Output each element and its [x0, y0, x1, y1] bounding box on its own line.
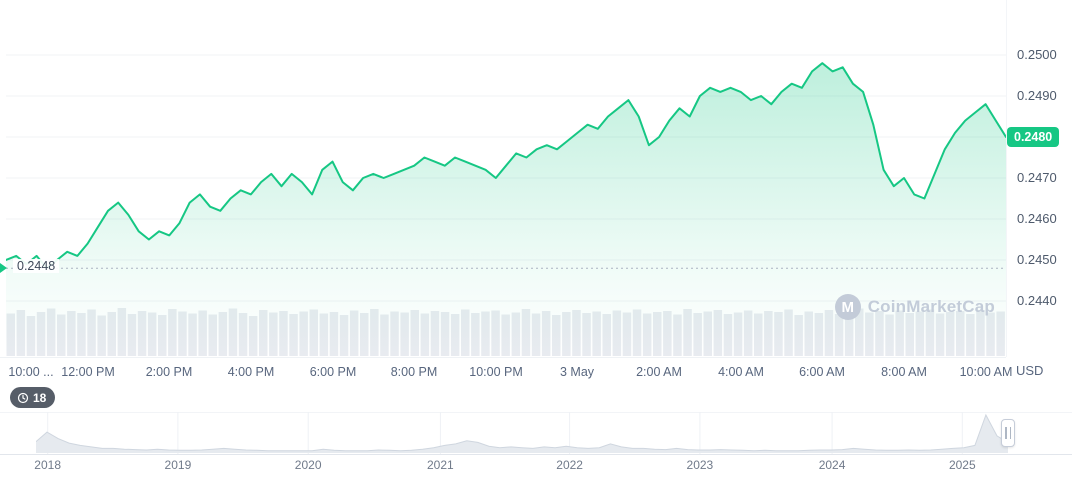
- clock-history-icon: [17, 392, 29, 403]
- y-axis-label: 0.2450: [1017, 252, 1057, 267]
- price-line: [6, 62, 1006, 270]
- navigator-year-label: 2019: [164, 458, 192, 472]
- navigator-years: 2018 2019 2020 2021 2022 2023 2024 2025: [34, 458, 1008, 474]
- x-axis-label: 10:00 AM: [959, 365, 1013, 379]
- price-area: [6, 63, 1006, 356]
- x-axis-label: 4:00 PM: [227, 365, 275, 379]
- y-axis-label: 0.2500: [1017, 47, 1057, 62]
- x-axis-label: 8:00 PM: [390, 365, 438, 379]
- navigator-handle[interactable]: [1001, 419, 1015, 447]
- y-axis-label: 0.2490: [1017, 88, 1057, 103]
- history-badge[interactable]: 18: [10, 387, 56, 408]
- x-axis-label: 3 May: [559, 365, 595, 379]
- navigator-svg[interactable]: [36, 412, 1008, 454]
- open-price-label: 0.2448: [13, 259, 60, 274]
- navigator-year-label: 2024: [818, 458, 846, 472]
- x-axis-line: [0, 357, 1006, 358]
- currency-unit-label: USD: [1016, 363, 1044, 378]
- x-axis-label: 2:00 PM: [145, 365, 193, 379]
- navigator-year-label: 2021: [426, 458, 454, 472]
- watermark-text: CoinMarketCap: [867, 297, 995, 316]
- navigator-outline: [36, 413, 1008, 452]
- navigator-year-label: 2018: [34, 458, 62, 472]
- x-axis-label: 10:00 ...: [8, 365, 54, 379]
- y-axis-label: 0.2440: [1017, 293, 1057, 308]
- navigator-year-label: 2022: [556, 458, 583, 472]
- x-axis-label: 4:00 AM: [718, 365, 764, 379]
- x-axis-label: 2:00 AM: [636, 365, 682, 379]
- series-start-marker: [0, 263, 7, 274]
- x-axis: 10:00 ... 12:00 PM 2:00 PM 4:00 PM 6:00 PM 8:…: [6, 357, 1012, 385]
- price-chart-svg[interactable]: [6, 0, 1006, 357]
- y-axis-label: 0.2470: [1017, 170, 1057, 185]
- x-axis-label: 12:00 PM: [61, 365, 115, 379]
- chart-plot-area[interactable]: [6, 0, 1006, 357]
- y-axis-label: 0.2460: [1017, 211, 1057, 226]
- logo-letter: M: [841, 298, 854, 316]
- x-axis-label: 8:00 AM: [881, 365, 927, 379]
- x-axis-label: 10:00 PM: [469, 365, 523, 379]
- x-axis-label: 6:00 AM: [799, 365, 845, 379]
- range-navigator[interactable]: [0, 412, 1072, 455]
- x-axis-label: 6:00 PM: [309, 365, 357, 379]
- coinmarketcap-watermark: M CoinMarketCap: [834, 294, 995, 320]
- coinmarketcap-logo-icon: M: [834, 294, 861, 320]
- y-axis: 0.2500 0.2490 0.2480 0.2470 0.2460 0.2450 0.24…: [1006, 0, 1072, 357]
- navigator-year-label: 2025: [948, 458, 976, 472]
- last-price-badge: 0.2480: [1007, 127, 1060, 147]
- history-count: 18: [33, 390, 47, 405]
- navigator-year-label: 2020: [294, 458, 322, 472]
- navigator-year-label: 2023: [686, 458, 714, 472]
